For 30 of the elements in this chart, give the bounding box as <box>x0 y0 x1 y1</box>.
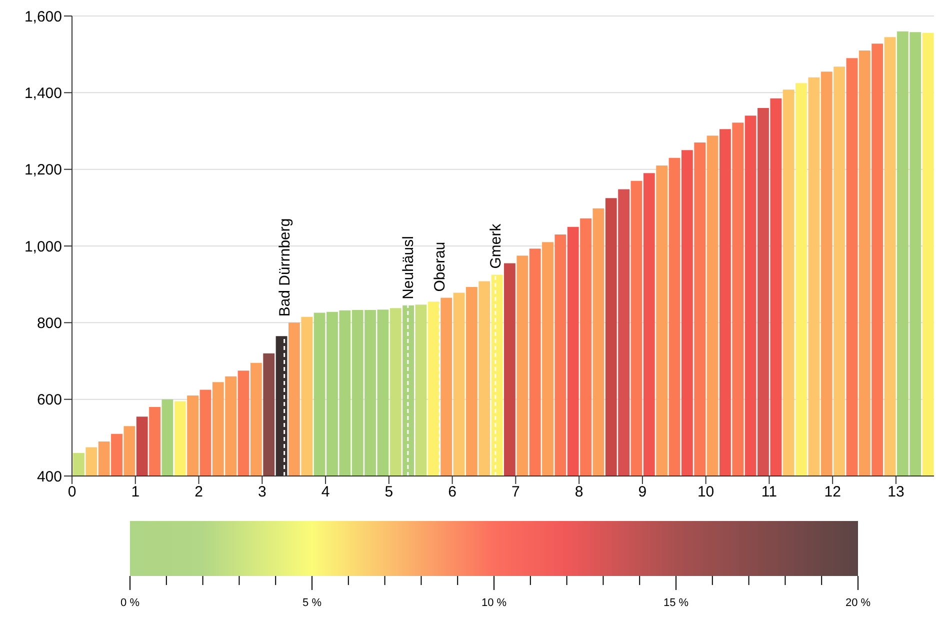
color-bar-label: 20 % <box>845 597 871 609</box>
color-bar-label: 10 % <box>481 597 507 609</box>
y-tick-label: 800 <box>36 314 62 332</box>
color-bar-label: 15 % <box>663 597 689 609</box>
x-tick-label: 13 <box>888 484 904 501</box>
x-tick-label: 6 <box>448 484 456 501</box>
ref-line-label: Neuhäusl <box>400 236 417 300</box>
ref-line-label: Gmerk <box>487 223 504 269</box>
y-tick-label: 1,400 <box>24 84 62 102</box>
x-tick-label: 2 <box>194 484 203 501</box>
y-tick-label: 400 <box>36 468 62 486</box>
x-tick-label: 11 <box>761 484 777 501</box>
ref-line-label: Oberau <box>432 242 449 292</box>
y-tick-label: 600 <box>36 392 62 409</box>
y-tick-label: 1,200 <box>24 162 62 179</box>
x-tick-label: 10 <box>697 484 714 501</box>
x-tick-label: 9 <box>638 484 647 501</box>
x-tick-label: 3 <box>258 484 266 501</box>
x-tick-label: 7 <box>512 484 520 501</box>
y-tick-label: 1,600 <box>24 8 62 26</box>
x-tick-label: 4 <box>321 484 330 501</box>
x-tick-label: 8 <box>574 484 584 501</box>
x-tick-label: 1 <box>131 484 140 501</box>
ref-line-label: Bad Dürrnberg <box>276 218 294 317</box>
y-tick-label: 1,000 <box>24 238 62 256</box>
x-tick-label: 5 <box>384 484 394 501</box>
x-tick-label: 12 <box>824 484 841 501</box>
color-bar-label: 0 % <box>120 597 140 609</box>
x-tick-label: 0 <box>68 484 76 501</box>
color-bar-label: 5 % <box>302 597 322 609</box>
